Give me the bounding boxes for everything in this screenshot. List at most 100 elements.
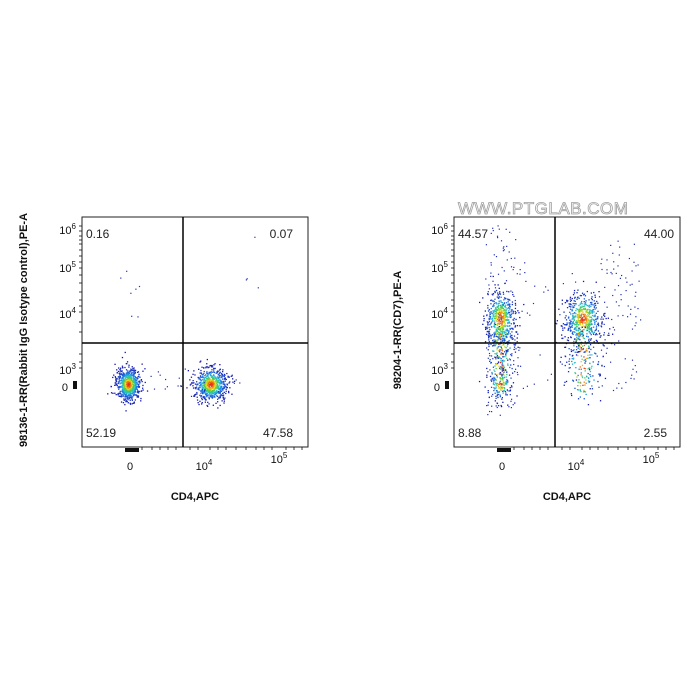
event-dot xyxy=(214,363,216,365)
event-dot xyxy=(201,403,203,405)
event-dot xyxy=(130,388,132,390)
event-dot xyxy=(506,357,508,359)
event-dot xyxy=(488,335,491,338)
event-dot xyxy=(493,344,495,346)
event-dot xyxy=(125,401,127,403)
event-dot xyxy=(216,390,218,392)
event-dot xyxy=(128,384,131,386)
event-dot xyxy=(128,386,130,389)
event-dot xyxy=(133,382,135,384)
event-dot xyxy=(506,334,508,336)
event-dot xyxy=(133,375,135,377)
event-dot xyxy=(637,308,639,310)
event-dot xyxy=(125,380,127,382)
event-dot xyxy=(127,387,129,389)
event-dot xyxy=(202,383,204,385)
event-dot xyxy=(206,379,208,381)
event-dot xyxy=(585,393,587,396)
event-dot xyxy=(511,353,513,355)
event-dot xyxy=(501,362,504,364)
event-dot xyxy=(126,382,128,384)
event-dot xyxy=(135,288,137,290)
event-dot xyxy=(129,370,131,372)
event-dot xyxy=(563,311,565,313)
event-dot xyxy=(202,374,204,376)
event-dot xyxy=(214,386,217,388)
event-dot xyxy=(567,329,569,331)
event-dot xyxy=(485,278,487,280)
event-dot xyxy=(502,352,504,355)
event-dot xyxy=(135,384,137,386)
event-dot xyxy=(506,394,508,396)
event-dot xyxy=(209,381,211,383)
event-dot xyxy=(564,336,566,338)
event-dot xyxy=(502,326,504,329)
event-dot xyxy=(526,385,528,387)
event-dot xyxy=(572,294,575,296)
event-dot xyxy=(573,345,575,347)
event-dot xyxy=(204,379,207,382)
right-x-minor-ticks xyxy=(513,447,675,450)
event-dot xyxy=(515,312,517,314)
event-dot xyxy=(578,333,580,335)
event-dot xyxy=(510,385,513,387)
event-dot xyxy=(206,404,208,407)
event-dot xyxy=(577,314,579,317)
event-dot xyxy=(206,388,208,391)
event-dot xyxy=(517,357,519,359)
event-dot xyxy=(635,291,637,293)
event-dot xyxy=(589,324,591,326)
event-dot xyxy=(495,302,497,304)
event-dot xyxy=(507,343,509,345)
event-dot xyxy=(133,389,136,392)
event-dot xyxy=(126,370,129,372)
event-dot xyxy=(600,263,602,265)
event-dot xyxy=(215,388,217,390)
event-dot xyxy=(503,360,506,362)
event-dot xyxy=(635,322,637,324)
event-dot xyxy=(205,390,207,392)
event-dot xyxy=(502,353,504,356)
event-dot xyxy=(502,365,504,367)
event-dot xyxy=(221,389,223,391)
event-dot xyxy=(488,345,490,348)
event-dot xyxy=(578,345,580,347)
event-dot xyxy=(499,378,501,380)
event-dot xyxy=(209,394,211,396)
event-dot xyxy=(502,373,504,375)
event-dot xyxy=(212,371,214,373)
event-dot xyxy=(492,366,494,368)
event-dot xyxy=(583,390,585,393)
event-dot xyxy=(586,323,588,326)
event-dot xyxy=(495,310,497,312)
event-dot xyxy=(204,392,206,394)
event-dot xyxy=(206,385,208,387)
event-dot xyxy=(561,337,563,340)
event-dot xyxy=(579,323,581,325)
event-dot xyxy=(484,326,487,328)
event-dot xyxy=(204,376,207,378)
event-dot xyxy=(219,390,221,392)
event-dot xyxy=(231,374,233,376)
event-dot xyxy=(219,377,221,379)
event-dot xyxy=(494,284,496,286)
event-dot xyxy=(136,378,139,380)
event-dot xyxy=(190,383,192,385)
event-dot xyxy=(507,298,509,300)
event-dot xyxy=(601,323,603,325)
event-dot xyxy=(495,339,497,341)
event-dot xyxy=(500,352,503,354)
event-dot xyxy=(495,313,497,315)
event-dot xyxy=(616,387,618,389)
event-dot xyxy=(133,401,135,403)
event-dot xyxy=(120,379,123,381)
event-dot xyxy=(126,391,128,394)
event-dot xyxy=(590,321,592,323)
event-dot xyxy=(596,316,599,318)
event-dot xyxy=(494,353,496,355)
event-dot xyxy=(136,383,138,385)
event-dot xyxy=(226,387,228,389)
event-dot xyxy=(495,335,497,337)
event-dot xyxy=(543,291,545,293)
event-dot xyxy=(214,393,216,396)
